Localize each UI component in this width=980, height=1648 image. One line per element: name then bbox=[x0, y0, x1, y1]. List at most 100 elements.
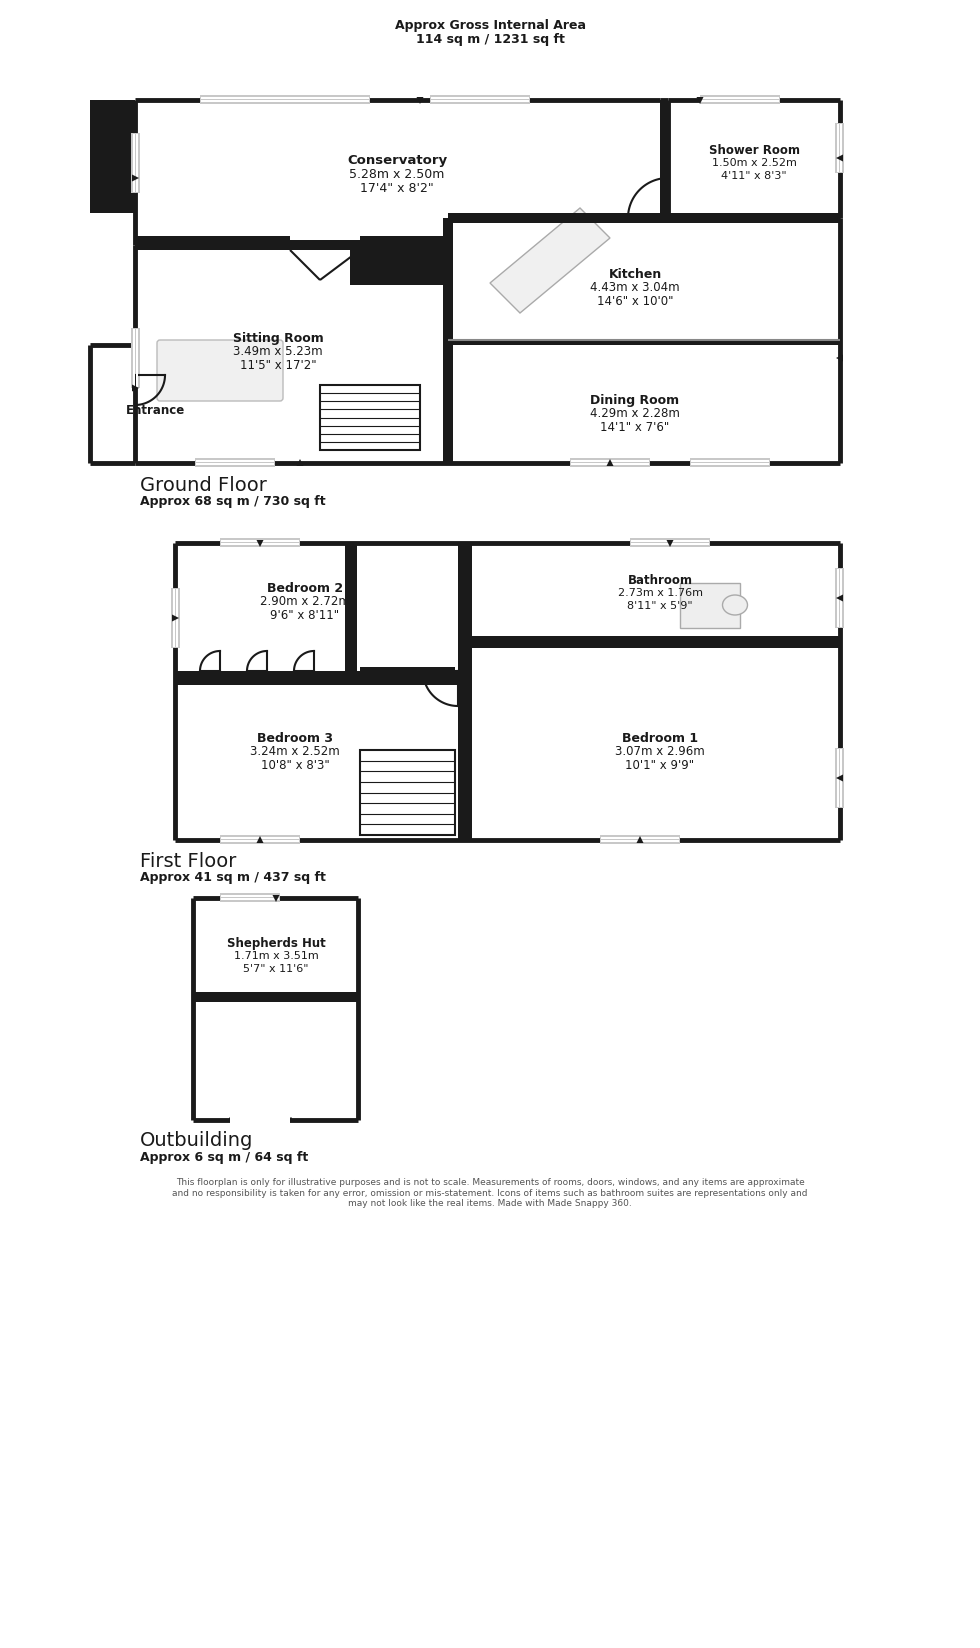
Bar bbox=[448, 339, 840, 344]
Text: Bedroom 1: Bedroom 1 bbox=[622, 732, 698, 745]
Bar bbox=[360, 667, 455, 686]
Polygon shape bbox=[257, 541, 264, 547]
Text: 11'5" x 17'2": 11'5" x 17'2" bbox=[240, 359, 317, 371]
Bar bbox=[133, 133, 135, 193]
Text: Ground Floor: Ground Floor bbox=[140, 476, 267, 494]
Bar bbox=[431, 97, 529, 99]
Bar bbox=[90, 101, 135, 213]
Polygon shape bbox=[132, 384, 139, 392]
Bar bbox=[837, 124, 839, 171]
Bar bbox=[448, 218, 840, 463]
Polygon shape bbox=[836, 155, 843, 162]
Bar bbox=[131, 328, 140, 387]
Polygon shape bbox=[607, 460, 613, 466]
Bar bbox=[835, 124, 844, 173]
Bar bbox=[135, 101, 660, 246]
Bar bbox=[601, 840, 679, 842]
Bar bbox=[135, 241, 448, 250]
Polygon shape bbox=[490, 208, 610, 313]
Text: 14'1" x 7'6": 14'1" x 7'6" bbox=[601, 420, 669, 433]
Text: This floorplan is only for illustrative purposes and is not to scale. Measuremen: This floorplan is only for illustrative … bbox=[172, 1178, 808, 1208]
Bar bbox=[135, 236, 290, 250]
Text: 8'11" x 5'9": 8'11" x 5'9" bbox=[627, 600, 693, 610]
Polygon shape bbox=[272, 895, 279, 901]
Text: Dining Room: Dining Room bbox=[590, 394, 679, 407]
Polygon shape bbox=[836, 775, 843, 781]
Text: 17'4" x 8'2": 17'4" x 8'2" bbox=[360, 181, 434, 194]
Bar bbox=[458, 542, 472, 840]
Bar bbox=[201, 97, 369, 99]
Text: Shower Room: Shower Room bbox=[709, 143, 800, 157]
Bar bbox=[173, 588, 175, 648]
Polygon shape bbox=[416, 97, 423, 104]
Bar bbox=[221, 898, 279, 900]
Bar bbox=[835, 569, 844, 628]
Text: 5.28m x 2.50m: 5.28m x 2.50m bbox=[349, 168, 445, 181]
Bar bbox=[631, 542, 709, 545]
Text: 10'8" x 8'3": 10'8" x 8'3" bbox=[261, 758, 329, 771]
Bar bbox=[840, 569, 842, 626]
Bar bbox=[835, 748, 844, 808]
Bar bbox=[345, 542, 357, 671]
Bar bbox=[200, 96, 370, 104]
Bar bbox=[840, 124, 842, 171]
Bar bbox=[691, 463, 769, 465]
Bar bbox=[193, 898, 358, 1121]
Text: 3.07m x 2.96m: 3.07m x 2.96m bbox=[615, 745, 705, 758]
Text: Approx 68 sq m / 730 sq ft: Approx 68 sq m / 730 sq ft bbox=[140, 494, 325, 508]
Text: 2.90m x 2.72m: 2.90m x 2.72m bbox=[260, 595, 350, 608]
Bar bbox=[690, 458, 770, 466]
Bar bbox=[221, 840, 299, 842]
Text: Bedroom 3: Bedroom 3 bbox=[257, 732, 333, 745]
Polygon shape bbox=[836, 354, 843, 361]
Text: Kitchen: Kitchen bbox=[609, 267, 662, 280]
Text: First Floor: First Floor bbox=[140, 852, 236, 870]
Polygon shape bbox=[666, 541, 673, 547]
Bar bbox=[135, 246, 448, 463]
Text: 3.24m x 2.52m: 3.24m x 2.52m bbox=[250, 745, 340, 758]
Bar bbox=[837, 569, 839, 626]
Bar bbox=[837, 748, 839, 808]
Bar bbox=[201, 101, 369, 102]
Bar bbox=[221, 541, 299, 542]
Text: 9'6" x 8'11": 9'6" x 8'11" bbox=[270, 608, 339, 621]
Polygon shape bbox=[257, 836, 264, 844]
Text: Approx 41 sq m / 437 sq ft: Approx 41 sq m / 437 sq ft bbox=[140, 870, 326, 883]
Text: 1.71m x 3.51m: 1.71m x 3.51m bbox=[233, 951, 318, 961]
Bar bbox=[630, 537, 710, 547]
Bar bbox=[90, 344, 135, 463]
Bar bbox=[221, 837, 299, 839]
Text: Approx 6 sq m / 64 sq ft: Approx 6 sq m / 64 sq ft bbox=[140, 1150, 309, 1163]
Bar bbox=[221, 895, 279, 897]
Bar bbox=[601, 837, 679, 839]
Bar bbox=[360, 236, 448, 250]
Bar bbox=[472, 636, 840, 648]
Bar bbox=[430, 96, 530, 104]
Bar bbox=[700, 96, 780, 104]
Bar bbox=[431, 101, 529, 102]
Text: 5'7" x 11'6": 5'7" x 11'6" bbox=[243, 964, 309, 974]
Bar bbox=[571, 463, 649, 465]
Text: Sitting Room: Sitting Room bbox=[232, 331, 323, 344]
Text: 4.43m x 3.04m: 4.43m x 3.04m bbox=[590, 282, 680, 293]
Bar bbox=[220, 537, 300, 547]
Bar bbox=[701, 97, 779, 99]
Bar bbox=[220, 893, 280, 901]
Bar bbox=[680, 583, 740, 628]
Text: Bedroom 2: Bedroom 2 bbox=[267, 582, 343, 595]
Text: Outbuilding: Outbuilding bbox=[140, 1132, 254, 1150]
Bar bbox=[193, 992, 358, 1002]
Text: Bathroom: Bathroom bbox=[627, 574, 693, 587]
Bar bbox=[668, 101, 840, 218]
Text: Shepherds Hut: Shepherds Hut bbox=[226, 936, 325, 949]
FancyBboxPatch shape bbox=[157, 339, 283, 400]
Text: 114 sq m / 1231 sq ft: 114 sq m / 1231 sq ft bbox=[416, 33, 564, 46]
Bar bbox=[660, 101, 668, 218]
Bar bbox=[136, 133, 138, 193]
Polygon shape bbox=[297, 460, 304, 466]
Bar bbox=[350, 241, 448, 285]
Bar bbox=[571, 460, 649, 461]
Polygon shape bbox=[445, 305, 452, 311]
Text: 3.49m x 5.23m: 3.49m x 5.23m bbox=[233, 344, 322, 358]
Text: Entrance: Entrance bbox=[125, 404, 184, 417]
